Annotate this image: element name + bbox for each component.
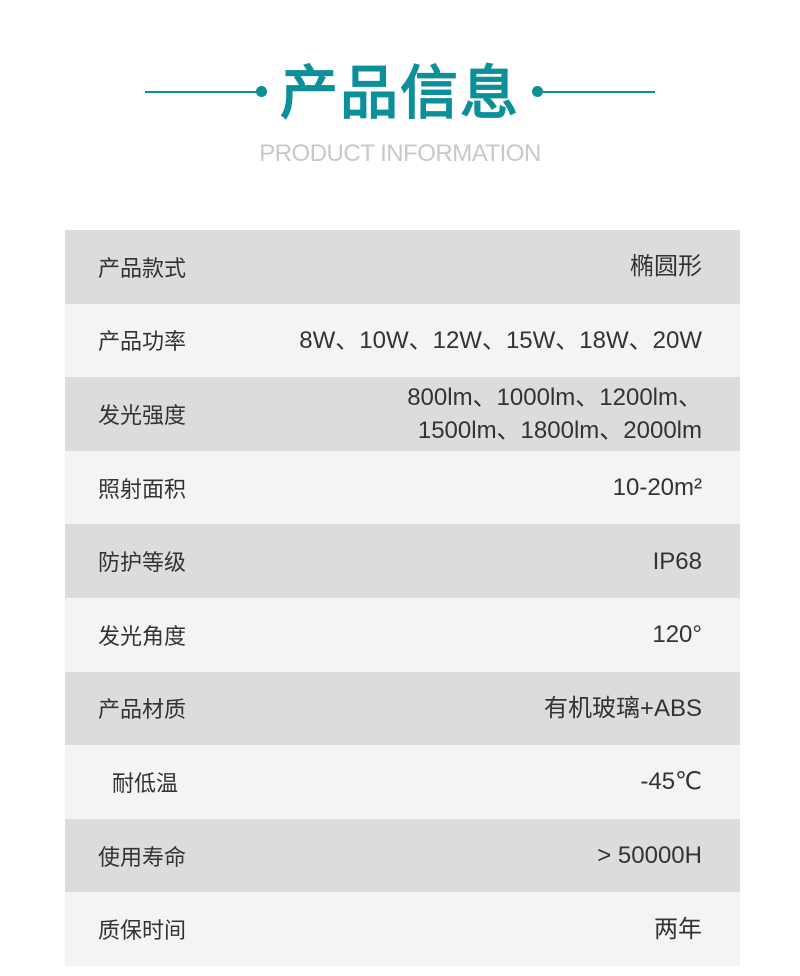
divider-line-left	[145, 91, 257, 93]
spec-label: 防护等级	[98, 551, 187, 577]
spec-row: 产品材质 有机玻璃+ABS	[65, 671, 740, 746]
page-subtitle: PRODUCT INFORMATION	[259, 140, 541, 167]
spec-label: 产品功率	[98, 330, 187, 356]
spec-label: 照射面积	[98, 477, 187, 503]
page-title: 产品信息	[279, 59, 520, 127]
spec-value-line: 120°	[652, 621, 702, 649]
spec-row: 照射面积 10-20m²	[65, 450, 740, 525]
spec-value-line: 有机玻璃+ABS	[543, 694, 702, 722]
spec-value: 两年	[654, 913, 702, 946]
spec-value-line: 8W、10W、12W、15W、18W、20W	[299, 326, 702, 354]
spec-value: 800lm、1000lm、1200lm、 1500lm、1800lm、2000lm	[407, 381, 702, 447]
spec-value-line: 800lm、1000lm、1200lm、	[407, 383, 702, 411]
spec-label: 发光角度	[98, 624, 187, 650]
dot-left	[256, 86, 267, 97]
spec-value-line: 10-20m²	[612, 474, 702, 502]
spec-value-line: IP68	[652, 547, 702, 575]
spec-value-line: > 50000H	[597, 842, 702, 870]
spec-label: 产品款式	[98, 256, 187, 282]
spec-value: 10-20m²	[613, 471, 702, 504]
spec-row: 防护等级 IP68	[65, 524, 740, 598]
spec-label: 产品材质	[98, 698, 187, 724]
spec-value: 8W、10W、12W、15W、18W、20W	[299, 324, 702, 357]
spec-value-line: 椭圆形	[630, 253, 702, 281]
divider-line-right	[543, 91, 655, 93]
section-header: 产品信息	[0, 58, 800, 128]
spec-value: > 50000H	[597, 839, 702, 872]
spec-value: IP68	[653, 545, 702, 578]
spec-value: 有机玻璃+ABS	[544, 692, 702, 725]
dot-right	[532, 86, 543, 97]
spec-label: 使用寿命	[98, 845, 187, 871]
spec-label: 质保时间	[98, 919, 187, 945]
spec-value: 椭圆形	[630, 250, 702, 283]
spec-row: 产品功率 8W、10W、12W、15W、18W、20W	[65, 303, 740, 378]
spec-label: 耐低温	[112, 771, 179, 797]
spec-value-line: 两年	[654, 915, 702, 943]
spec-value-line: 1500lm、1800lm、2000lm	[417, 416, 702, 444]
spec-value: -45℃	[640, 765, 702, 798]
spec-row: 发光角度 120°	[65, 597, 740, 672]
spec-row: 耐低温 -45℃	[65, 745, 740, 819]
spec-row: 使用寿命 > 50000H	[65, 818, 740, 893]
spec-row: 质保时间 两年	[65, 892, 740, 966]
spec-label: 发光强度	[98, 403, 187, 429]
spec-value: 120°	[652, 618, 702, 651]
spec-value-line: -45℃	[640, 768, 702, 796]
spec-row: 产品款式 椭圆形	[65, 230, 740, 304]
spec-row: 发光强度 800lm、1000lm、1200lm、 1500lm、1800lm、20…	[65, 377, 740, 451]
spec-table: 产品款式 椭圆形产品功率 8W、10W、12W、15W、18W、20W 发光强度 800…	[65, 230, 740, 966]
